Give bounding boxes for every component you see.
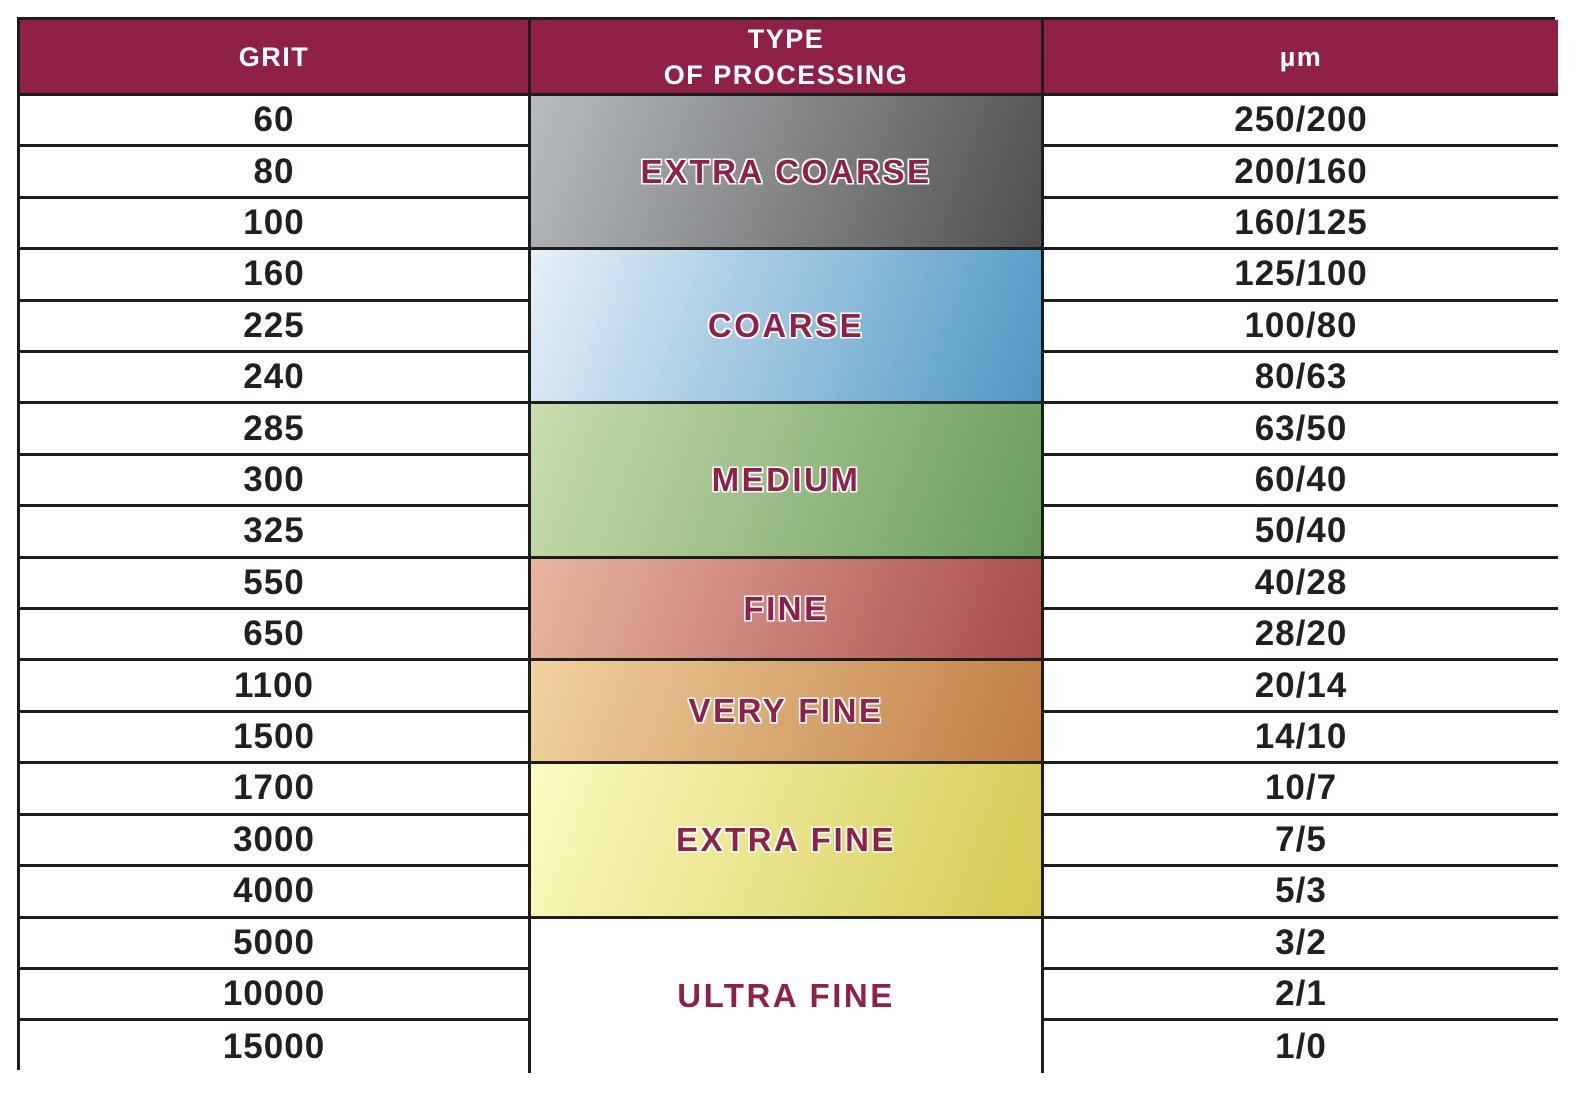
um-cell: 1/0 xyxy=(1044,1021,1558,1073)
grit-cell: 325 xyxy=(20,507,531,559)
grit-cell: 300 xyxy=(20,455,531,508)
grit-cell: 650 xyxy=(20,610,531,662)
processing-type-band: MEDIUM xyxy=(531,404,1044,559)
processing-type-band: COARSE xyxy=(531,250,1044,405)
grit-cell: 5000 xyxy=(20,918,531,970)
um-cell: 100/80 xyxy=(1044,301,1558,354)
grit-cell: 285 xyxy=(20,404,531,456)
um-cell: 40/28 xyxy=(1044,558,1558,611)
header-grit: GRIT xyxy=(20,20,531,96)
um-cell: 14/10 xyxy=(1044,712,1558,765)
um-cell: 160/125 xyxy=(1044,198,1558,251)
grit-cell: 240 xyxy=(20,353,531,405)
header-type-label-line2: OF PROCESSING xyxy=(663,59,909,90)
processing-type-band: EXTRA FINE xyxy=(531,764,1044,919)
um-cell: 200/160 xyxy=(1044,147,1558,199)
header-type-of-processing: TYPE OF PROCESSING xyxy=(531,20,1044,96)
grit-cell: 80 xyxy=(20,147,531,199)
header-type-label-line1: TYPE xyxy=(747,23,825,54)
grit-cell: 15000 xyxy=(20,1021,531,1073)
grit-table: GRIT TYPE OF PROCESSING µm 60 250/200 80 20… xyxy=(17,17,1558,1073)
grit-cell: 3000 xyxy=(20,815,531,868)
header-grit-label: GRIT xyxy=(238,41,310,72)
grit-cell: 60 xyxy=(20,96,531,148)
um-cell: 5/3 xyxy=(1044,867,1558,919)
um-cell: 3/2 xyxy=(1044,918,1558,970)
um-cell: 63/50 xyxy=(1044,404,1558,456)
um-cell: 80/63 xyxy=(1044,353,1558,405)
um-cell: 28/20 xyxy=(1044,610,1558,662)
grit-cell: 1500 xyxy=(20,712,531,765)
grit-cell: 1100 xyxy=(20,661,531,713)
um-cell: 250/200 xyxy=(1044,96,1558,148)
grit-cell: 550 xyxy=(20,558,531,611)
grit-cell: 100 xyxy=(20,198,531,251)
processing-type-band: ULTRA FINE xyxy=(531,918,1044,1073)
um-cell: 125/100 xyxy=(1044,250,1558,302)
processing-type-band: EXTRA COARSE xyxy=(531,96,1044,251)
header-um: µm xyxy=(1044,20,1558,96)
header-um-label: µm xyxy=(1279,41,1323,72)
um-cell: 10/7 xyxy=(1044,764,1558,816)
grit-cell: 160 xyxy=(20,250,531,302)
um-cell: 2/1 xyxy=(1044,969,1558,1022)
grit-cell: 225 xyxy=(20,301,531,354)
um-cell: 60/40 xyxy=(1044,455,1558,508)
um-cell: 50/40 xyxy=(1044,507,1558,559)
processing-type-band: FINE xyxy=(531,558,1044,662)
grit-cell: 10000 xyxy=(20,969,531,1022)
um-cell: 20/14 xyxy=(1044,661,1558,713)
grit-cell: 4000 xyxy=(20,867,531,919)
processing-type-band: VERY FINE xyxy=(531,661,1044,765)
um-cell: 7/5 xyxy=(1044,815,1558,868)
grit-cell: 1700 xyxy=(20,764,531,816)
